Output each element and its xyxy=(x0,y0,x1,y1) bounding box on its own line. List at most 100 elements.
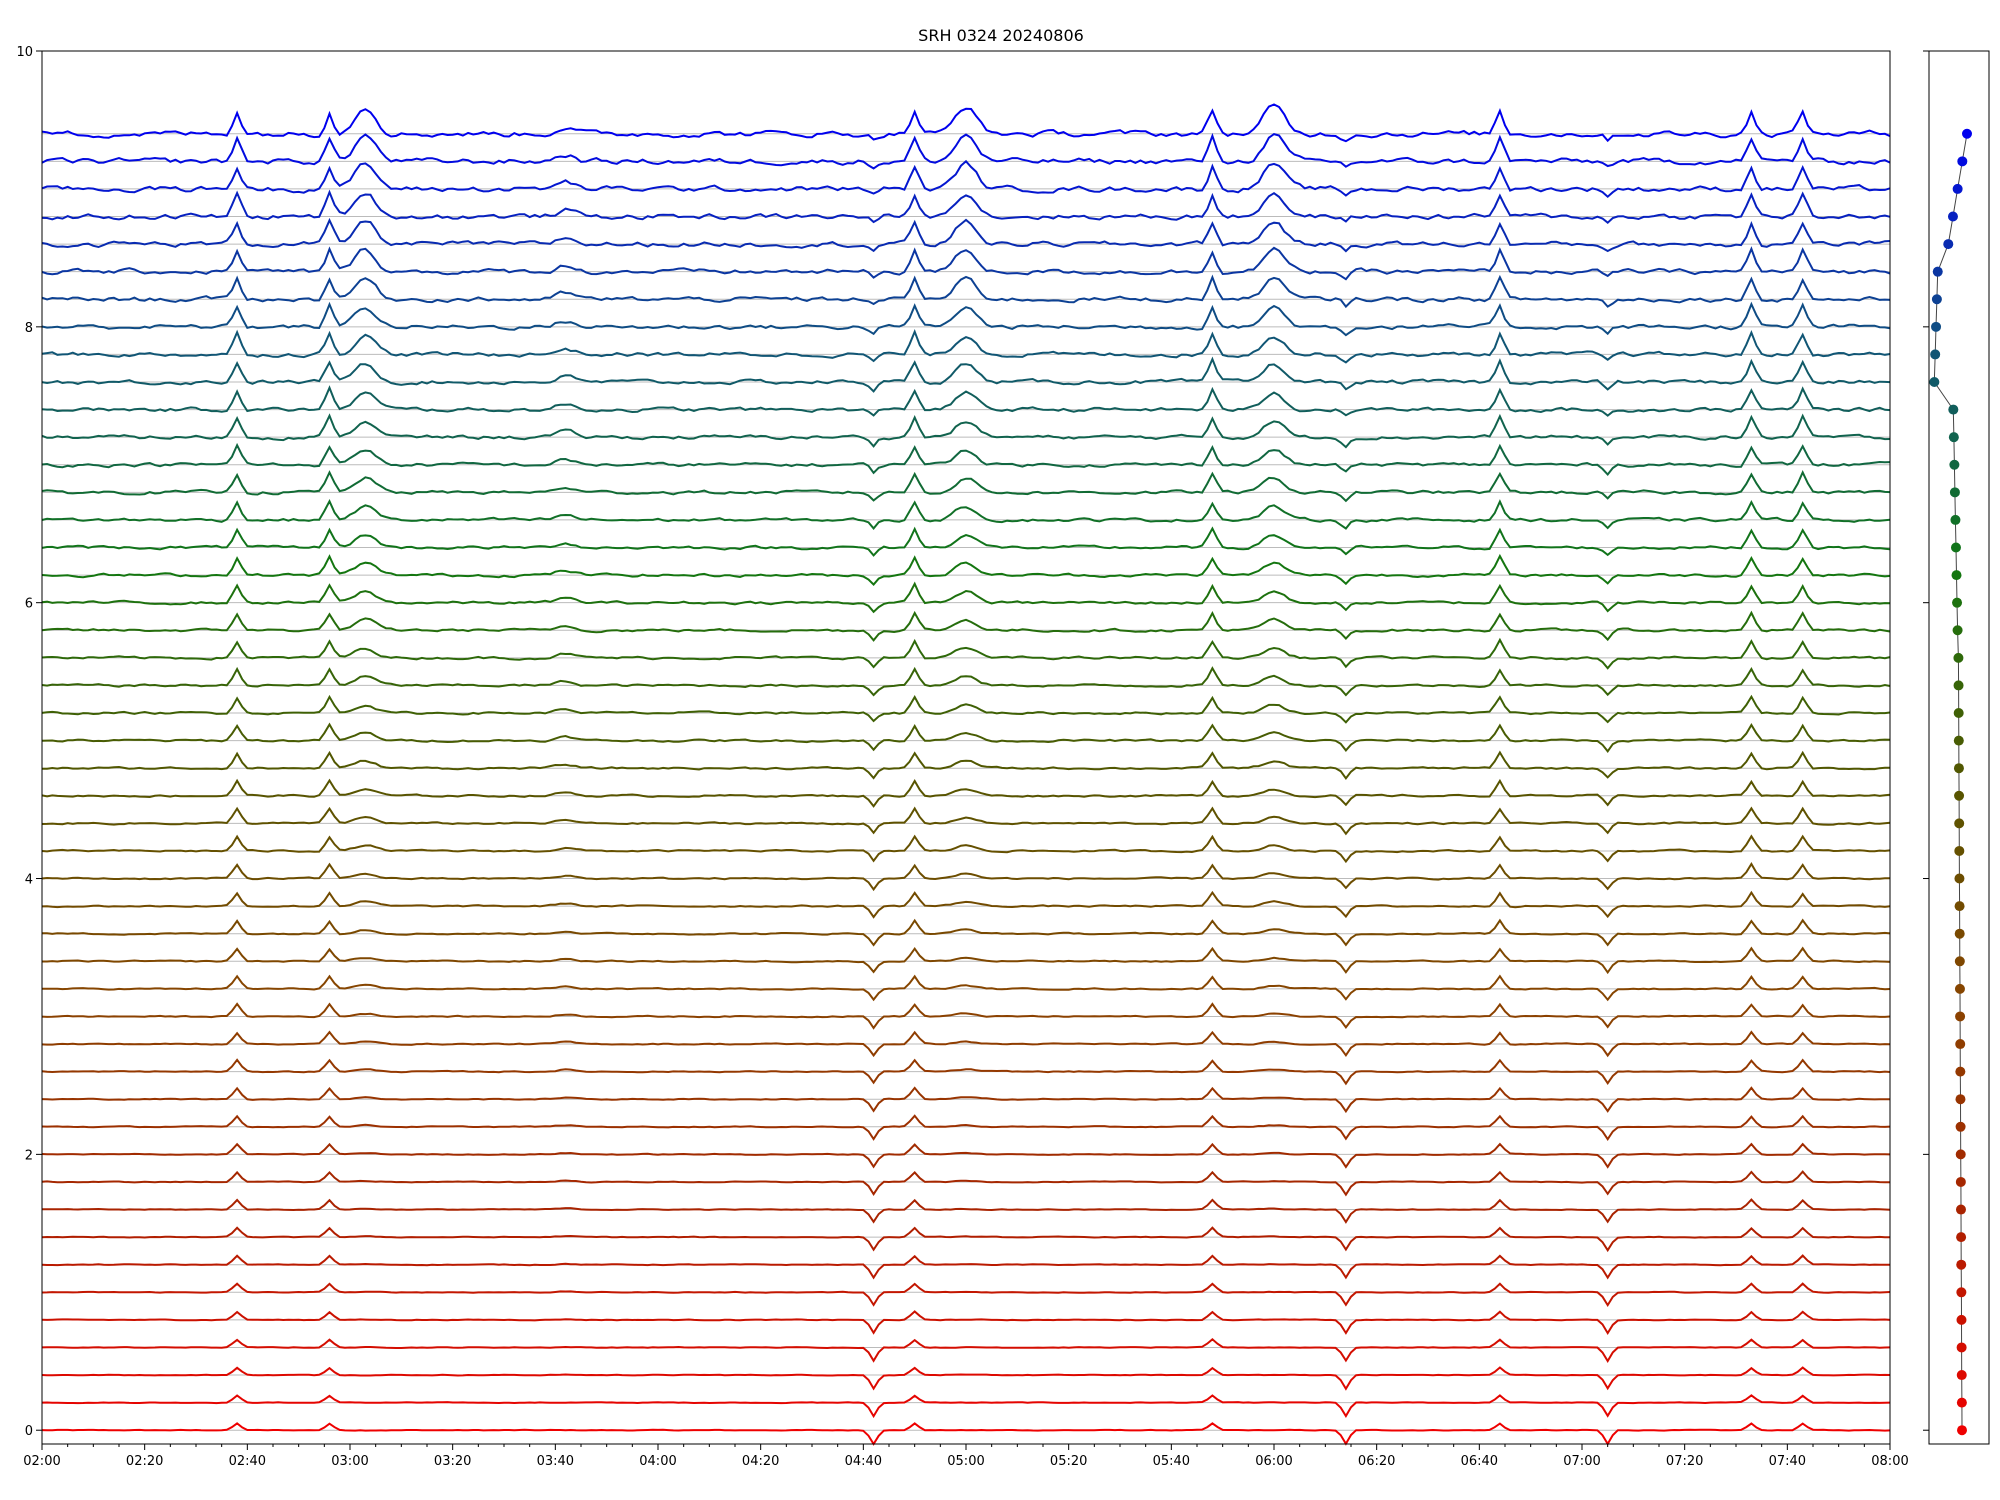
side-point xyxy=(1953,708,1964,719)
side-point xyxy=(1955,1094,1966,1105)
y-tick-label: 0 xyxy=(25,1424,33,1439)
side-point xyxy=(1943,239,1954,250)
series-line xyxy=(41,103,1891,143)
side-point xyxy=(1948,432,1959,443)
x-tick-label: 06:20 xyxy=(1358,1454,1395,1469)
series-line xyxy=(41,385,1891,417)
series-line xyxy=(41,890,1891,919)
series-line xyxy=(41,722,1891,753)
side-point xyxy=(1953,680,1964,691)
x-tick-label: 04:00 xyxy=(639,1454,676,1469)
side-panel-frame xyxy=(1928,50,1990,1445)
x-tick-label: 03:20 xyxy=(434,1454,471,1469)
side-point xyxy=(1949,459,1960,470)
series-line xyxy=(41,217,1891,253)
series-line xyxy=(42,946,1891,975)
x-tick-label: 06:00 xyxy=(1255,1454,1292,1469)
series-line xyxy=(41,610,1891,642)
x-tick-label: 05:00 xyxy=(947,1454,984,1469)
side-panel xyxy=(1928,50,1990,1445)
series-line xyxy=(41,1310,1891,1336)
side-point xyxy=(1952,597,1963,608)
side-point xyxy=(1950,542,1961,553)
y-tick-label: 10 xyxy=(16,45,33,60)
side-point xyxy=(1956,1287,1967,1298)
series-line xyxy=(41,553,1891,586)
side-point xyxy=(1957,156,1968,167)
x-tick-label: 02:00 xyxy=(23,1454,60,1469)
x-tick-label: 05:20 xyxy=(1050,1454,1087,1469)
side-point xyxy=(1929,377,1940,388)
series-line xyxy=(41,328,1891,364)
side-point xyxy=(1954,928,1965,939)
series-line xyxy=(41,1114,1891,1142)
y-tick-label: 2 xyxy=(25,1148,33,1163)
series-line xyxy=(41,806,1891,836)
series-line xyxy=(41,1058,1891,1086)
side-point xyxy=(1947,211,1958,222)
series-line xyxy=(41,1337,1891,1363)
side-point xyxy=(1951,570,1962,581)
side-point xyxy=(1954,845,1965,856)
series-line xyxy=(41,469,1891,503)
chart-title: SRH 0324 20240806 xyxy=(918,26,1084,45)
series-line xyxy=(41,526,1891,557)
series-line xyxy=(41,918,1891,947)
series-line xyxy=(41,1422,1891,1446)
series-line xyxy=(41,499,1891,530)
side-point xyxy=(1949,487,1960,498)
side-point xyxy=(1953,735,1964,746)
side-point xyxy=(1955,1121,1966,1132)
side-point xyxy=(1954,873,1965,884)
y-tick-label: 4 xyxy=(25,873,33,888)
side-point xyxy=(1955,1011,1966,1022)
x-tick-label: 03:40 xyxy=(537,1454,574,1469)
side-point xyxy=(1955,1149,1966,1160)
side-point xyxy=(1952,625,1963,636)
series-line xyxy=(41,1282,1891,1307)
side-point xyxy=(1953,652,1964,663)
side-point xyxy=(1932,266,1943,277)
side-point xyxy=(1954,956,1965,967)
side-point xyxy=(1931,321,1942,332)
series-line xyxy=(41,581,1891,614)
series-line xyxy=(41,132,1891,170)
side-point xyxy=(1930,349,1941,360)
x-tick-label: 07:00 xyxy=(1563,1454,1600,1469)
side-point xyxy=(1956,1259,1967,1270)
x-tick-label: 04:20 xyxy=(742,1454,779,1469)
x-tick-label: 03:00 xyxy=(331,1454,368,1469)
side-point xyxy=(1954,901,1965,912)
series-line xyxy=(41,666,1891,697)
series-line xyxy=(41,1394,1891,1419)
series-line xyxy=(41,301,1891,337)
series-line xyxy=(41,1002,1891,1030)
series-line xyxy=(41,834,1891,864)
x-tick-label: 05:40 xyxy=(1153,1454,1190,1469)
series-line xyxy=(41,1086,1890,1114)
side-point xyxy=(1954,818,1965,829)
series-line xyxy=(41,750,1890,780)
x-tick-label: 07:20 xyxy=(1666,1454,1703,1469)
series-line xyxy=(41,189,1891,225)
side-point xyxy=(1955,1039,1966,1050)
side-point xyxy=(1956,1342,1967,1353)
side-point xyxy=(1953,763,1964,774)
x-axis: 02:00 02:20 02:40 03:00 03:20 03:40 04:00 04:20… xyxy=(23,1444,1909,1469)
series-line xyxy=(41,1254,1891,1280)
series-line xyxy=(41,694,1891,724)
x-tick-label: 08:00 xyxy=(1871,1454,1908,1469)
x-tick-label: 02:40 xyxy=(229,1454,266,1469)
side-point xyxy=(1956,1370,1967,1381)
side-point xyxy=(1962,128,1972,139)
x-tick-label: 02:20 xyxy=(126,1454,163,1469)
side-point xyxy=(1954,790,1965,801)
series-line xyxy=(41,1226,1891,1253)
side-point xyxy=(1955,1176,1966,1187)
side-point xyxy=(1950,514,1961,525)
side-point xyxy=(1955,1204,1966,1215)
side-point xyxy=(1956,1232,1967,1243)
x-tick-label: 04:40 xyxy=(845,1454,882,1469)
y-tick-label: 8 xyxy=(25,321,33,336)
